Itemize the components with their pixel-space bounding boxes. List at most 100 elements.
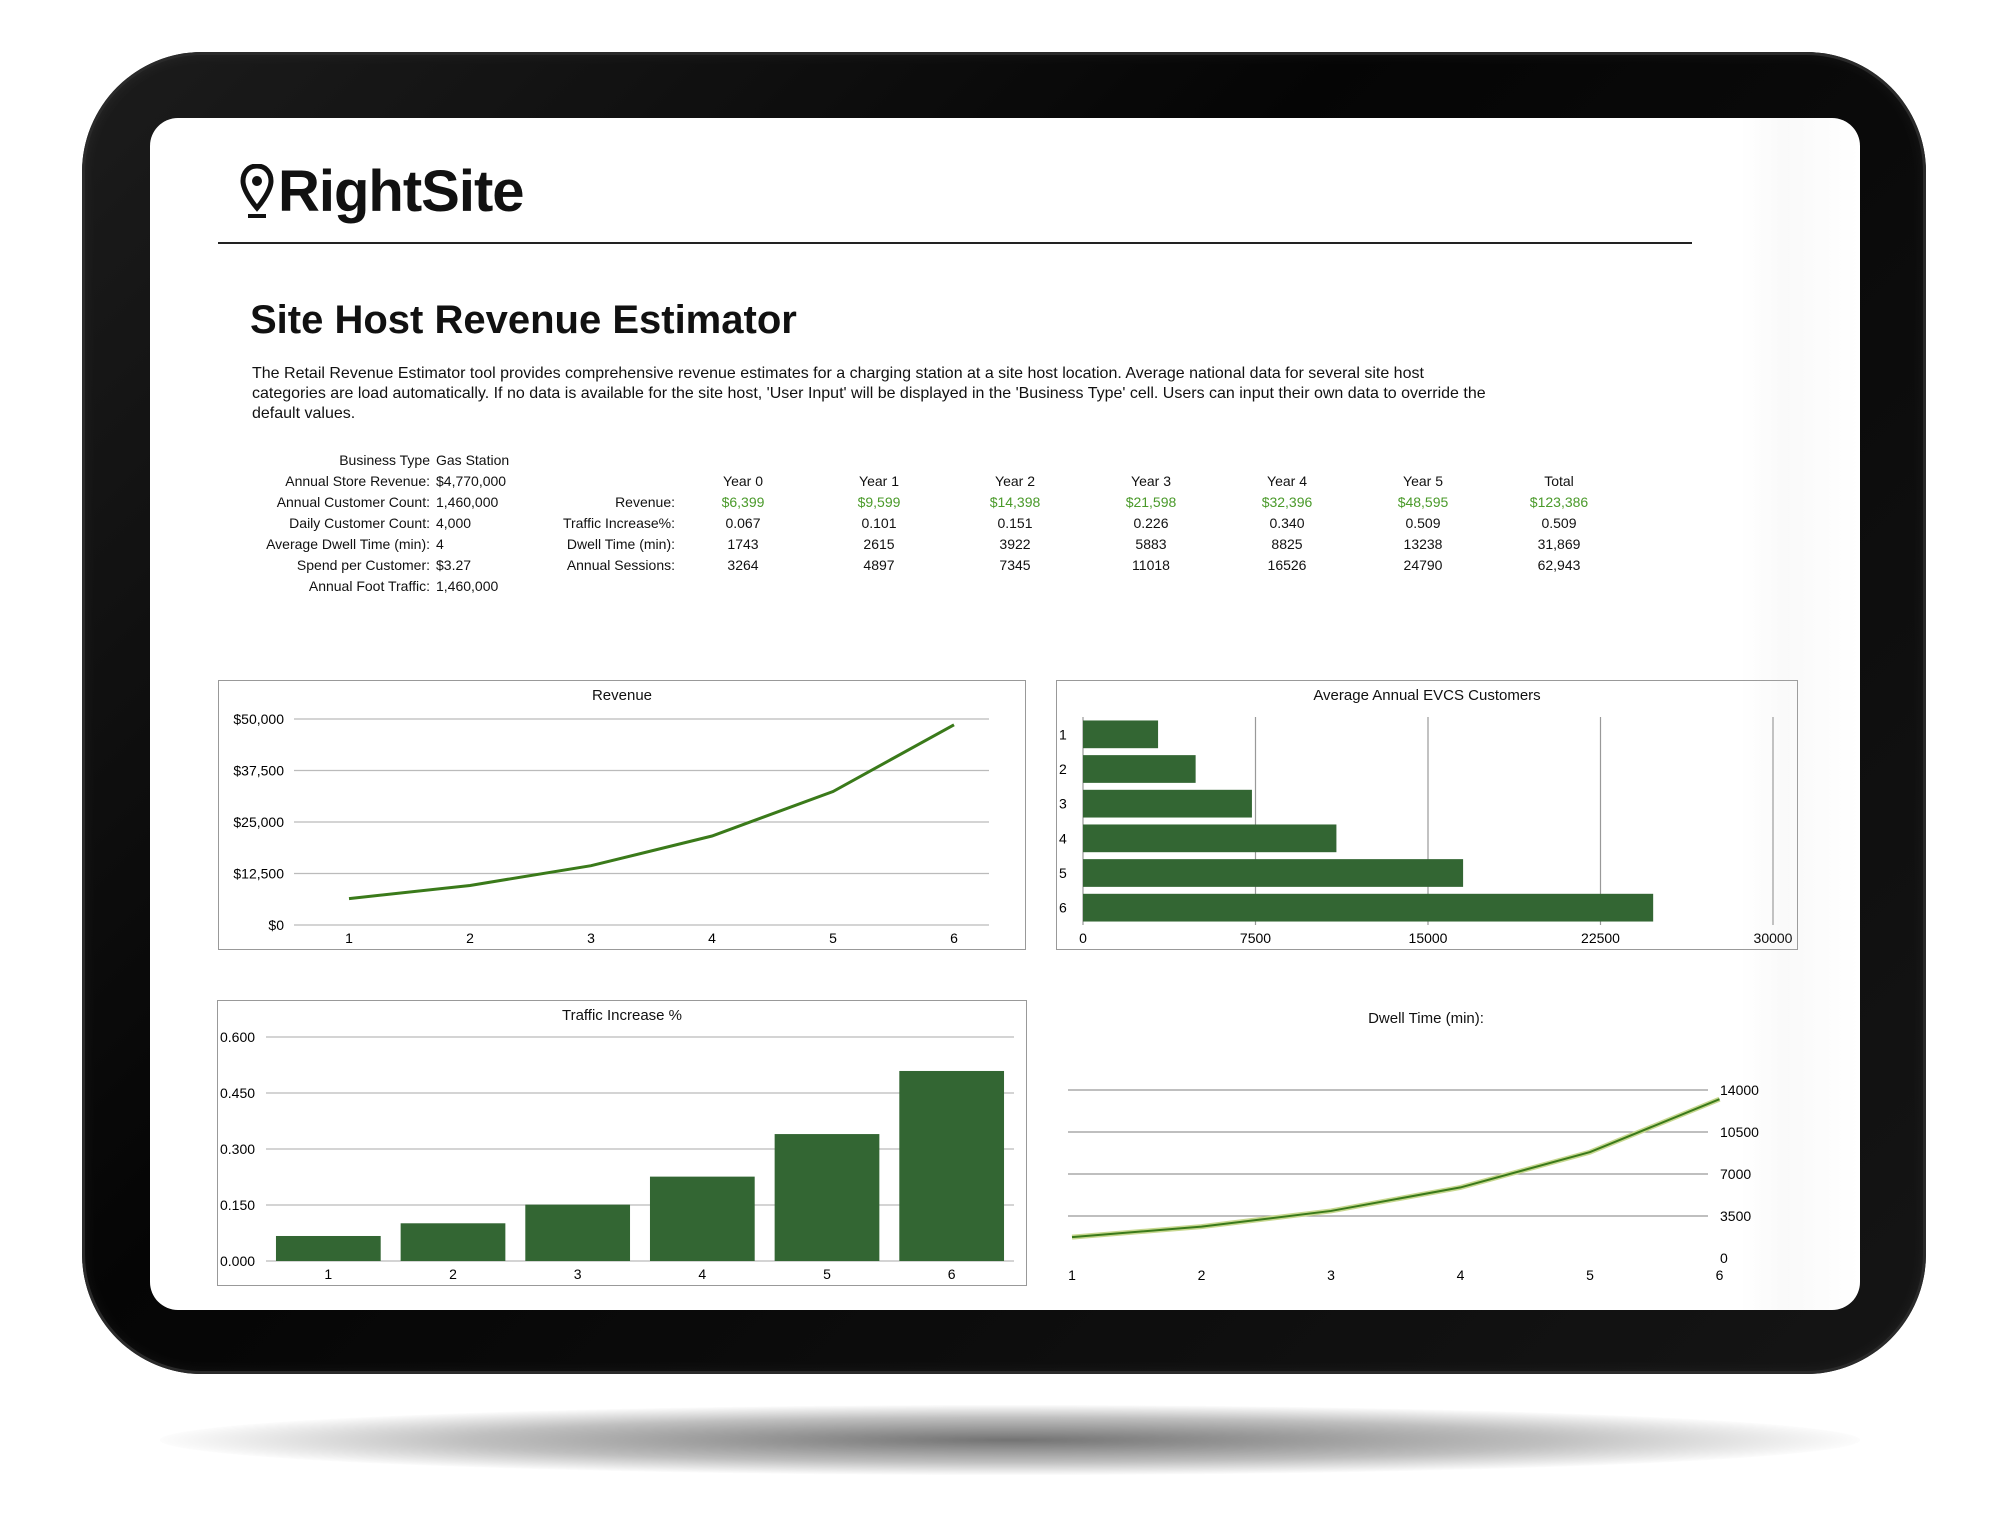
table-cell: 16526 xyxy=(1267,557,1307,573)
row-label: Traffic Increase%: xyxy=(562,515,675,531)
table-cell: 0.509 xyxy=(1405,515,1441,531)
year-table-row: Annual Sessions: 3264 4897 7345 11018 16526 24… xyxy=(520,555,1627,576)
traffic-increase-chart: Traffic Increase % 0.000 0.150 0.300 0.450 0… xyxy=(217,1000,1027,1286)
table-cell: 1743 xyxy=(727,536,759,552)
table-cell: 13238 xyxy=(1403,536,1443,552)
input-value[interactable]: Gas Station xyxy=(436,452,510,468)
y-tick-label: $25,000 xyxy=(233,814,284,830)
chart-title: Traffic Increase % xyxy=(561,1007,683,1024)
x-tick-label: 5 xyxy=(829,930,837,946)
input-row: Annual Customer Count: 1,460,000 xyxy=(180,492,556,513)
table-cell: 0.067 xyxy=(725,515,761,531)
bar xyxy=(1083,755,1196,783)
year-table-row: Traffic Increase%: 0.067 0.101 0.151 0.226 0.… xyxy=(520,513,1627,534)
input-value[interactable]: $4,770,000 xyxy=(436,473,507,489)
x-tick-label: 0 xyxy=(1079,930,1087,946)
table-cell: 11018 xyxy=(1132,557,1170,573)
bar xyxy=(400,1223,506,1261)
y-tick-label: 0.150 xyxy=(220,1197,255,1213)
y-tick-label: 3 xyxy=(1059,796,1067,812)
table-cell: 0.340 xyxy=(1269,515,1305,531)
x-tick-label: 1 xyxy=(345,930,353,946)
x-tick-label: 22500 xyxy=(1581,930,1620,946)
table-cell: 3922 xyxy=(999,536,1031,552)
input-row: Annual Foot Traffic: 1,460,000 xyxy=(180,576,556,597)
table-cell: 5883 xyxy=(1135,536,1167,552)
bar xyxy=(1083,824,1337,853)
x-tick-label: 1 xyxy=(324,1266,332,1282)
y-tick-label: 1 xyxy=(1059,726,1067,742)
input-label: Business Type xyxy=(339,452,430,468)
table-cell: $21,598 xyxy=(1125,494,1177,510)
chart-title: Revenue xyxy=(591,687,653,704)
year-column-header: Year 4 xyxy=(1267,473,1307,489)
chart-title: Dwell Time (min): xyxy=(1368,1010,1484,1027)
input-value[interactable]: 4 xyxy=(436,536,444,552)
y-tick-label: 0 xyxy=(1720,1250,1728,1266)
year-column-header: Year 2 xyxy=(995,473,1035,489)
table-cell: $14,398 xyxy=(989,494,1041,510)
dwell-series-line xyxy=(1071,1098,1720,1239)
x-tick-label: 2 xyxy=(1198,1267,1206,1283)
input-label: Spend per Customer: xyxy=(296,557,430,573)
table-cell: $123,386 xyxy=(1529,494,1589,510)
table-cell: 0.151 xyxy=(997,515,1033,531)
table-cell: 4897 xyxy=(863,557,895,573)
row-label: Revenue: xyxy=(615,494,675,510)
input-value[interactable]: 1,460,000 xyxy=(436,578,499,594)
y-tick-label: 2 xyxy=(1059,761,1067,777)
year-column-header: Year 1 xyxy=(859,473,899,489)
input-label: Daily Customer Count: xyxy=(289,515,430,531)
input-value[interactable]: $3.27 xyxy=(436,557,472,573)
bar xyxy=(275,1235,381,1261)
x-tick-label: 15000 xyxy=(1409,930,1448,946)
x-tick-label: 2 xyxy=(466,930,474,946)
tablet-screen: RightSite Site Host Revenue Estimator Th… xyxy=(150,118,1860,1310)
input-row: Average Dwell Time (min): 4 xyxy=(180,534,556,555)
evcs-customers-chart: Average Annual EVCS Customers 0 7500 15000… xyxy=(1056,680,1798,950)
rightsite-logo: RightSite xyxy=(240,158,525,225)
input-label: Annual Foot Traffic: xyxy=(308,578,430,594)
header-spacer xyxy=(520,471,675,492)
x-tick-label: 3 xyxy=(574,1266,582,1282)
y-tick-label: 5 xyxy=(1059,865,1067,881)
table-cell: 8825 xyxy=(1271,536,1303,552)
page-title: Site Host Revenue Estimator xyxy=(250,298,797,342)
x-tick-label: 4 xyxy=(698,1266,706,1282)
table-cell: 0.101 xyxy=(861,515,897,531)
bar xyxy=(774,1134,880,1261)
x-tick-label: 6 xyxy=(950,930,958,946)
year-projection-table: Year 0 Year 1 Year 2 Year 3 Year 4 Year 5 Tota… xyxy=(520,471,1627,576)
input-value[interactable]: 4,000 xyxy=(436,515,472,531)
y-tick-label: 3500 xyxy=(1720,1208,1751,1224)
x-tick-label: 3 xyxy=(587,930,595,946)
x-tick-label: 5 xyxy=(1586,1267,1594,1283)
dwell-time-chart: Dwell Time (min): 0 3500 7000 10500 14000 1 2 3… xyxy=(1056,1004,1796,1294)
input-value[interactable]: 1,460,000 xyxy=(436,494,499,510)
input-row: Business Type Gas Station xyxy=(180,450,556,471)
x-tick-label: 1 xyxy=(1068,1267,1076,1283)
y-tick-label: 10500 xyxy=(1720,1124,1759,1140)
x-tick-label: 2 xyxy=(449,1266,457,1282)
bar xyxy=(1083,720,1159,749)
bar xyxy=(1083,789,1252,818)
revenue-series-line xyxy=(348,723,955,901)
input-row: Annual Store Revenue: $4,770,000 xyxy=(180,471,556,492)
input-label: Average Dwell Time (min): xyxy=(266,536,430,552)
table-cell: $6,399 xyxy=(721,494,765,510)
brand-name: RightSite xyxy=(278,159,525,224)
table-cell: $32,396 xyxy=(1261,494,1313,510)
bar xyxy=(1083,893,1654,922)
revenue-chart-plot: $0 $12,500 $25,000 $37,500 $50,000 1 2 3 4 5 6 xyxy=(233,711,989,946)
year-table-row: Revenue: $6,399 $9,599 $14,398 $21,598 $32,39… xyxy=(520,492,1627,513)
device-shadow xyxy=(160,1405,1860,1475)
dwell-time-chart-plot: 0 3500 7000 10500 14000 1 2 3 4 5 6 xyxy=(1068,1082,1759,1283)
x-tick-label: 30000 xyxy=(1754,930,1793,946)
revenue-chart: Revenue $0 $12,500 $25,000 $37,500 $50,000 1 2… xyxy=(218,680,1026,950)
table-cell: $48,595 xyxy=(1397,494,1449,510)
year-column-header: Year 0 xyxy=(723,473,763,489)
row-label: Annual Sessions: xyxy=(566,557,675,573)
chart-title: Average Annual EVCS Customers xyxy=(1313,687,1541,704)
y-tick-label: 0.000 xyxy=(220,1253,255,1269)
bar xyxy=(525,1204,631,1261)
